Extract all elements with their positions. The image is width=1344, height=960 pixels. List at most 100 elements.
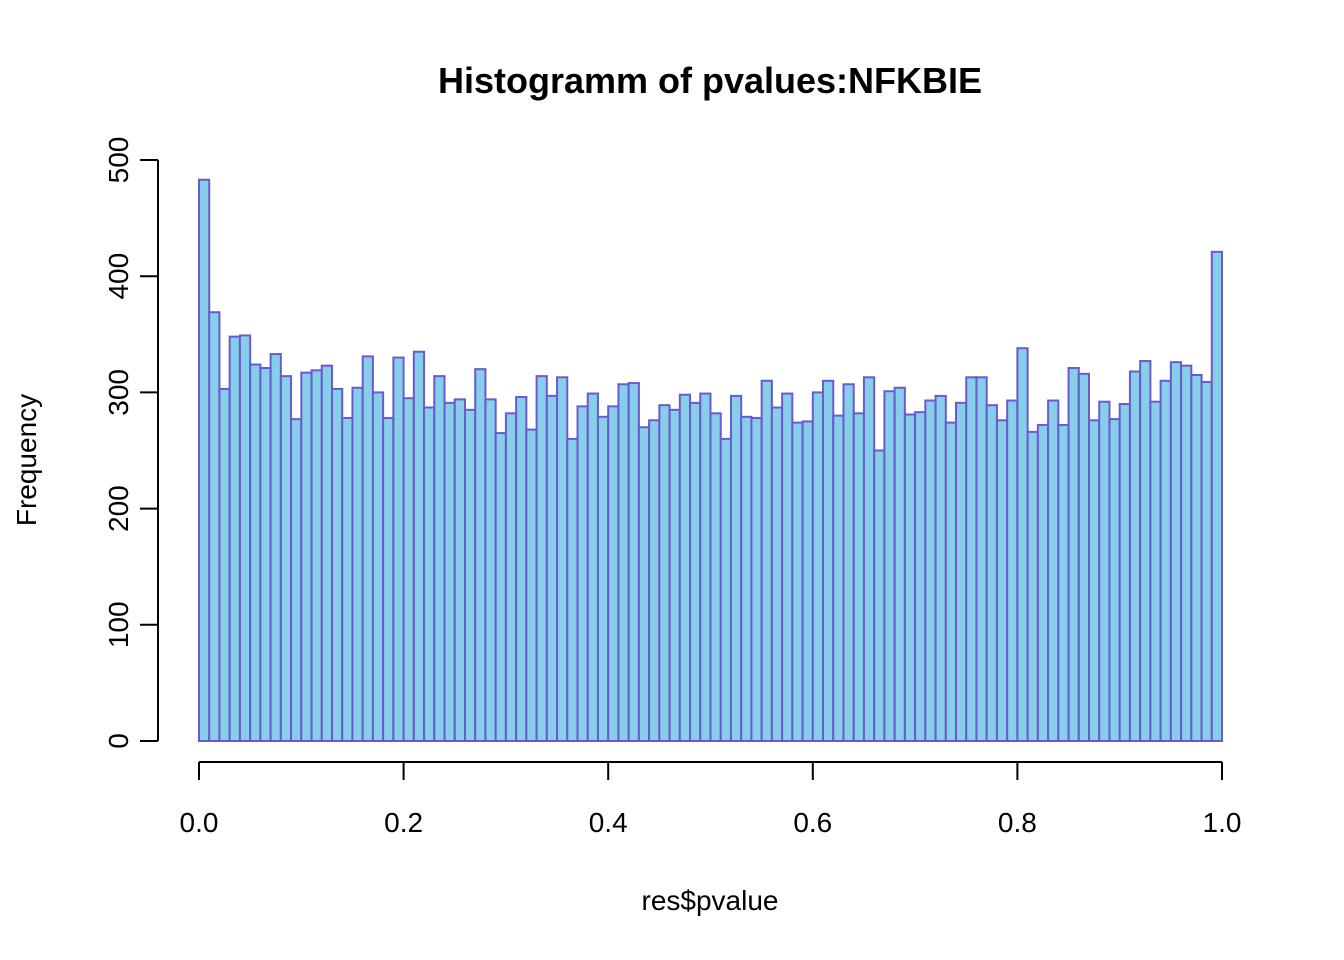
histogram-bar (208, 311, 221, 742)
histogram-bar (1190, 373, 1203, 742)
histogram-bar (648, 419, 661, 742)
histogram-bar (903, 413, 917, 742)
histogram-bar (361, 355, 374, 742)
histogram-bar (1067, 367, 1080, 742)
x-tick-label: 0.2 (384, 807, 423, 838)
histogram-bar (1139, 360, 1152, 742)
histogram-bar (719, 437, 732, 742)
histogram-bar (944, 421, 958, 742)
histogram-bar (842, 383, 855, 742)
histogram-bar (556, 376, 569, 742)
histogram-bar (607, 405, 620, 742)
histogram-bar (985, 404, 998, 742)
histogram-bar (1210, 250, 1224, 743)
histogram-bar (832, 414, 845, 742)
histogram-bar (279, 375, 293, 742)
histogram-bar (504, 412, 518, 742)
histogram-bar (310, 369, 323, 742)
histogram-bar (463, 408, 477, 742)
histogram-bar (330, 387, 344, 742)
x-tick-label: 0.8 (998, 807, 1037, 838)
histogram-bar (1180, 364, 1193, 742)
histogram-bar (423, 406, 436, 742)
histogram-bar (290, 418, 303, 742)
x-axis: 0.0 0.2 0.4 0.6 0.8 1.0 (180, 761, 1242, 838)
y-tick-label: 300 (103, 369, 134, 416)
histogram-bar (259, 367, 272, 742)
histogram-bar (484, 398, 497, 742)
histogram-bar (781, 392, 794, 742)
histogram-bar (801, 420, 814, 742)
histogram-bar (515, 396, 528, 742)
histogram-bar (627, 382, 640, 742)
histogram-bar (1036, 423, 1050, 742)
histogram-bar (198, 178, 211, 742)
histogram-bar (1016, 347, 1029, 742)
y-tick-label: 400 (103, 253, 134, 300)
histogram-bar (1026, 430, 1039, 742)
histogram-bar (893, 386, 906, 742)
histogram-bar (699, 392, 712, 742)
histogram-bar (249, 363, 262, 742)
histogram-bar (750, 416, 763, 742)
histogram-bar (740, 415, 753, 742)
histogram-bar (934, 394, 947, 742)
histogram-bar (822, 379, 835, 742)
histogram-bar (995, 419, 1009, 742)
histogram-bar (1098, 400, 1111, 742)
histogram-bar (883, 390, 896, 742)
histogram-bar (637, 426, 651, 742)
histogram-bar (668, 408, 681, 742)
histogram-bar (443, 401, 456, 742)
histogram-bar (689, 401, 702, 742)
y-axis: 0 100 200 300 400 500 (103, 137, 159, 749)
histogram-bar (545, 394, 559, 742)
histogram-bar (392, 356, 405, 742)
histogram-bar (402, 397, 415, 742)
histogram-bar (1006, 399, 1019, 742)
histogram-bar (617, 383, 630, 742)
histogram-bar (382, 416, 395, 742)
x-tick-label: 1.0 (1203, 807, 1242, 838)
histogram-bar (341, 416, 354, 742)
histogram-bar (1149, 400, 1162, 742)
histogram-bar (269, 353, 282, 742)
histogram-bar (1200, 380, 1213, 742)
histogram-bar (228, 335, 241, 742)
y-tick-label: 0 (103, 733, 134, 749)
histogram-bar (300, 371, 313, 742)
histogram-bar (1159, 379, 1172, 742)
histogram-bar (862, 376, 876, 742)
histogram-bar (586, 392, 599, 742)
histogram-bar (433, 375, 446, 742)
histogram-bar (709, 412, 722, 742)
histogram-bar (525, 428, 538, 742)
y-axis-label: Frequency (11, 394, 42, 526)
histogram-bar (975, 376, 988, 742)
histogram-bar (412, 350, 426, 742)
histogram-bar (320, 364, 333, 742)
histogram-bar (924, 399, 937, 742)
histogram-bar (238, 334, 252, 742)
histogram-bar (596, 415, 610, 742)
histogram-bar (760, 379, 773, 742)
x-axis-label: res$pvalue (642, 885, 779, 916)
histogram-bar (474, 368, 487, 742)
histogram-bar (576, 405, 589, 742)
histogram-bar (873, 449, 886, 742)
histogram-bar (729, 394, 743, 742)
histogram-bar (678, 393, 692, 742)
histogram-bar (351, 386, 364, 742)
histogram-bar (658, 404, 671, 742)
x-tick-label: 0.4 (589, 807, 628, 838)
histogram-bar (1118, 403, 1131, 742)
histogram-bar (965, 376, 978, 742)
bars (198, 178, 1224, 743)
y-tick-label: 100 (103, 601, 134, 648)
histogram-bar (1077, 372, 1091, 742)
histogram-bar (1169, 361, 1183, 742)
histogram-bar (1057, 423, 1070, 742)
histogram-bar (1047, 399, 1060, 742)
histogram-bar (1088, 419, 1101, 742)
